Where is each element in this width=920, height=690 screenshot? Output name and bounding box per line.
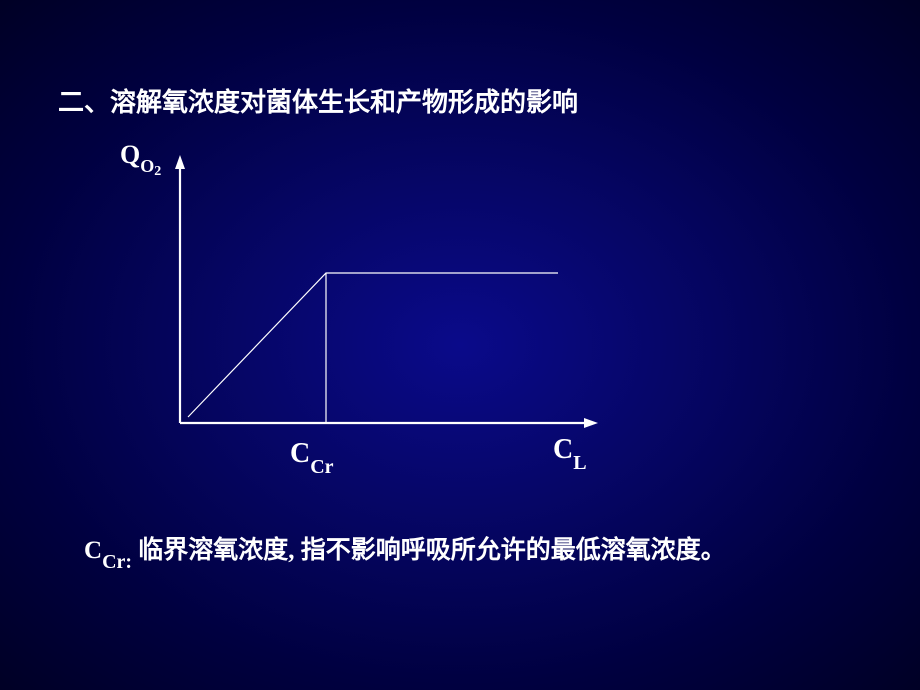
qo2-q: Q <box>120 140 140 169</box>
cl-c: C <box>553 434 573 465</box>
cl-sub: L <box>573 452 586 474</box>
y-axis-arrow <box>175 155 185 169</box>
oxygen-graph <box>150 155 610 445</box>
x-axis-arrow <box>584 418 598 428</box>
def-symbol-c: C <box>84 537 102 564</box>
ccr-definition: CCr: 临界溶氧浓度, 指不影响呼吸所允许的最低溶氧浓度。 <box>84 530 726 570</box>
ccr-label: CCr <box>290 438 334 475</box>
ccr-sub: Cr <box>310 456 333 478</box>
def-text: 临界溶氧浓度, 指不影响呼吸所允许的最低溶氧浓度。 <box>132 537 726 564</box>
def-symbol-sub: Cr: <box>102 551 132 573</box>
section-title: 二、溶解氧浓度对菌体生长和产物形成的影响 <box>58 82 578 119</box>
data-curve <box>188 273 558 417</box>
ccr-c: C <box>290 438 310 469</box>
cl-label: CL <box>553 434 587 471</box>
